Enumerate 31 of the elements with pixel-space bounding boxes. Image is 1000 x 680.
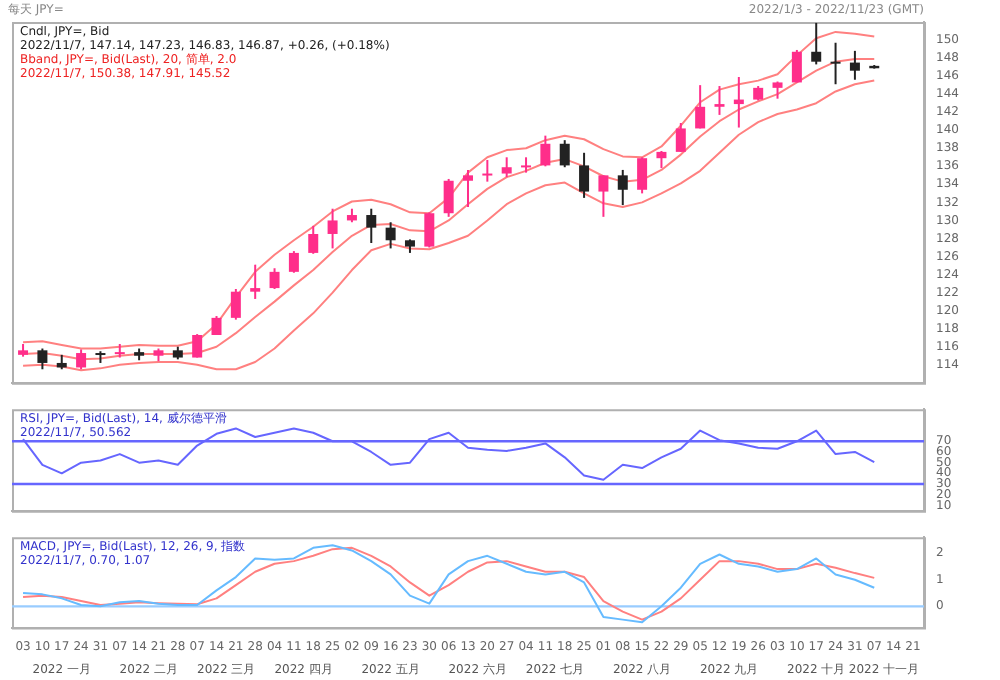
candlestick [849, 49, 860, 81]
candlestick [598, 174, 609, 218]
candlestick [559, 139, 570, 169]
candlestick [424, 211, 435, 249]
candlestick [366, 207, 377, 244]
candlestick [811, 21, 822, 66]
candlestick [76, 348, 87, 371]
candlestick [501, 156, 512, 179]
candlestick [695, 84, 706, 130]
candlestick [463, 168, 473, 208]
candlestick [714, 85, 725, 116]
candlestick [288, 250, 299, 274]
candlestick [211, 315, 222, 336]
candlestick [385, 221, 396, 250]
candlestick [192, 333, 203, 359]
candlestick [327, 207, 338, 250]
candlestick [617, 168, 628, 207]
candlestick [37, 347, 48, 371]
candlestick [443, 177, 454, 218]
candlestick [250, 263, 261, 300]
candlestick [269, 267, 280, 290]
candlestick [540, 134, 551, 168]
candlestick [230, 287, 241, 321]
candlestick [675, 122, 686, 153]
candlestick [521, 156, 532, 174]
candlestick [482, 159, 493, 183]
candlestick [791, 48, 802, 84]
candlestick [308, 224, 319, 255]
candlestick [830, 41, 841, 86]
candlestick [637, 156, 648, 195]
candlestick [579, 151, 590, 199]
